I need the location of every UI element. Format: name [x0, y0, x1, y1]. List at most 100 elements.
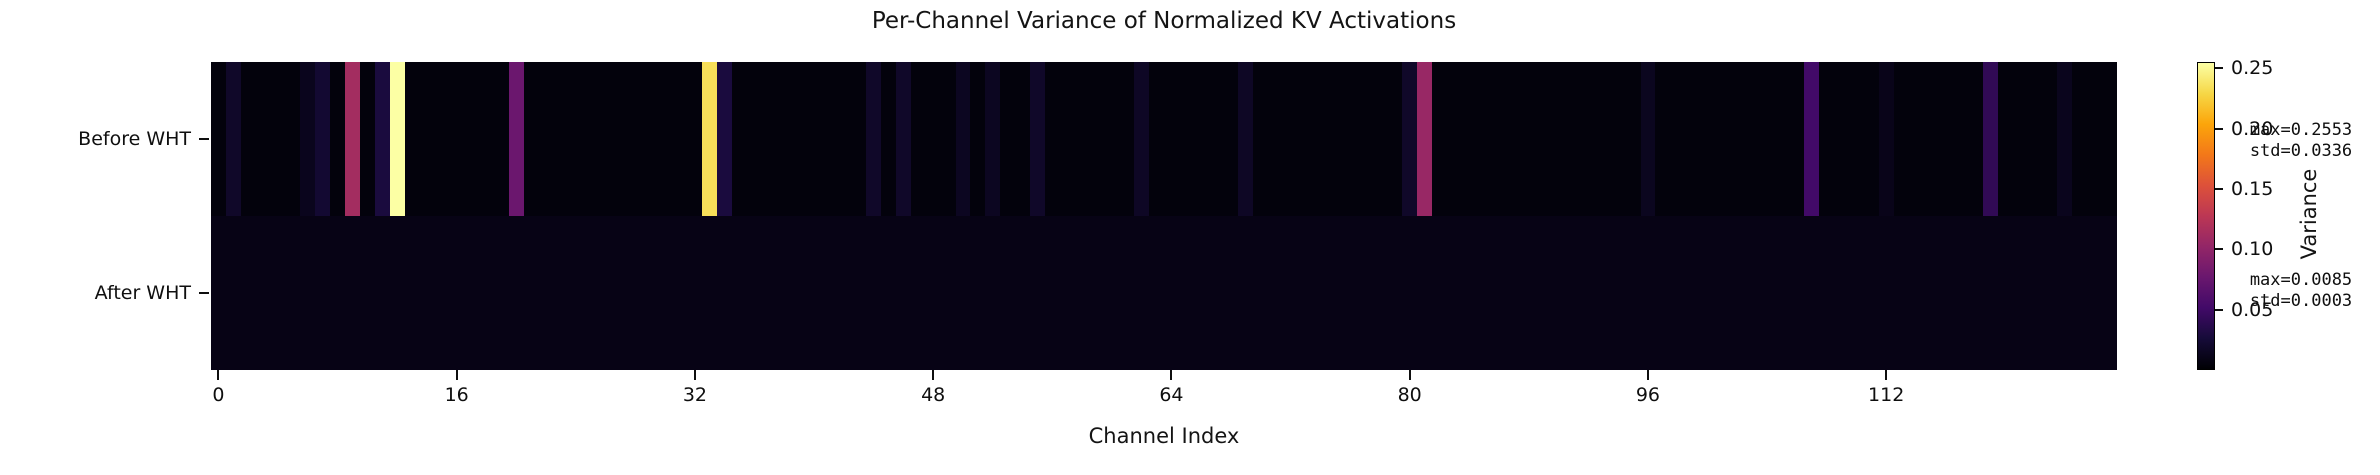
- x-tick-mark: [1408, 370, 1411, 380]
- x-tick-mark: [217, 370, 220, 380]
- heatmap-cell: [1834, 62, 1849, 216]
- heatmap-cell: [1089, 62, 1105, 216]
- colorbar-label: Variance: [2297, 168, 2321, 260]
- colorbar-tick-label: 0.20: [2231, 117, 2274, 140]
- heatmap-cell: [1491, 62, 1507, 216]
- heatmap-cell: [761, 62, 777, 216]
- heatmap-cell: [583, 216, 599, 370]
- heatmap-cell: [1655, 216, 1671, 370]
- heatmap-cell: [627, 216, 643, 370]
- row-stats-annotation: max=0.2553 std=0.0336: [2249, 120, 2353, 161]
- heatmap-cell: [1208, 216, 1224, 370]
- heatmap-cell: [479, 216, 494, 370]
- heatmap-cell: [985, 216, 1001, 370]
- heatmap-cell: [1536, 62, 1552, 216]
- heatmap-cell: [2087, 62, 2103, 216]
- heatmap-cell: [345, 216, 360, 370]
- heatmap-cell: [1953, 216, 1969, 370]
- heatmap-cell: [1968, 216, 1983, 370]
- heatmap-cell: [1164, 62, 1179, 216]
- heatmap-cell: [1461, 216, 1477, 370]
- colorbar-tick-mark: [2215, 248, 2223, 251]
- heatmap-cell: [1387, 62, 1403, 216]
- heatmap-cell: [523, 62, 539, 216]
- heatmap-cell: [1000, 216, 1016, 370]
- y-tick-label: After WHT: [94, 282, 191, 304]
- heatmap-cell: [464, 216, 480, 370]
- heatmap-cell: [568, 62, 584, 216]
- heatmap-cell: [1953, 62, 1969, 216]
- heatmap-cell: [1268, 216, 1284, 370]
- heatmap-cell: [1908, 62, 1924, 216]
- heatmap-cell: [464, 62, 480, 216]
- heatmap-cell: [359, 62, 375, 216]
- heatmap-cell: [836, 216, 852, 370]
- heatmap-cell: [449, 216, 465, 370]
- heatmap-cell: [1461, 62, 1477, 216]
- colorbar-tick-label: 0.25: [2231, 57, 2274, 80]
- heatmap-cell: [1312, 216, 1328, 370]
- heatmap-cell: [1863, 62, 1879, 216]
- heatmap-cell: [240, 62, 256, 216]
- heatmap-cell: [613, 216, 628, 370]
- heatmap-cell: [866, 216, 882, 370]
- heatmap-cell: [1968, 62, 1983, 216]
- heatmap-cell: [657, 62, 673, 216]
- heatmap-cell: [1848, 62, 1864, 216]
- heatmap-cell: [1580, 216, 1596, 370]
- heatmap-cell: [1744, 62, 1760, 216]
- colorbar-tick-mark: [2215, 188, 2223, 191]
- heatmap-cell: [1178, 216, 1194, 370]
- heatmap-cell: [910, 216, 926, 370]
- heatmap-cell: [1521, 216, 1537, 370]
- heatmap-cell: [419, 62, 435, 216]
- heatmap-cell: [2012, 62, 2028, 216]
- heatmap-cell: [851, 62, 867, 216]
- heatmap-cell: [1178, 62, 1194, 216]
- heatmap-cell: [1923, 62, 1939, 216]
- heatmap-cell: [2102, 216, 2117, 370]
- heatmap-cell: [702, 216, 718, 370]
- heatmap-cell: [315, 62, 331, 216]
- heatmap-cell: [1327, 216, 1343, 370]
- heatmap-cell: [315, 216, 331, 370]
- heatmap-cell: [1923, 216, 1939, 370]
- heatmap-cell: [1059, 62, 1075, 216]
- heatmap-cell: [1670, 62, 1686, 216]
- heatmap-row-before-wht: [211, 62, 2117, 216]
- heatmap-cell: [1372, 62, 1388, 216]
- heatmap-cell: [285, 216, 301, 370]
- heatmap-cell: [642, 62, 658, 216]
- heatmap-cell: [1938, 62, 1954, 216]
- heatmap-cell: [1536, 216, 1552, 370]
- heatmap-cell: [1193, 62, 1209, 216]
- heatmap-cell: [434, 216, 450, 370]
- heatmap-cell: [776, 62, 792, 216]
- heatmap-cell: [1551, 62, 1567, 216]
- heatmap-cell: [836, 62, 852, 216]
- heatmap-cell: [1298, 216, 1313, 370]
- heatmap-cell: [389, 216, 405, 370]
- heatmap-cell: [1670, 216, 1686, 370]
- heatmap-cell: [1044, 216, 1060, 370]
- x-tick-label: 64: [1159, 384, 1184, 406]
- heatmap-cell: [985, 62, 1001, 216]
- heatmap-cell: [1298, 62, 1313, 216]
- heatmap-cell: [1432, 216, 1447, 370]
- heatmap-cell: [1506, 62, 1522, 216]
- heatmap-cell: [1015, 62, 1030, 216]
- heatmap-cell: [672, 216, 688, 370]
- heatmap-cell: [627, 62, 643, 216]
- heatmap-cell: [1029, 216, 1045, 370]
- heatmap-cell: [687, 62, 703, 216]
- heatmap-cell: [598, 62, 614, 216]
- heatmap-cell: [1476, 216, 1492, 370]
- heatmap-cell: [225, 62, 241, 216]
- heatmap-cell: [1417, 62, 1433, 216]
- heatmap-cell: [1253, 216, 1269, 370]
- heatmap-cell: [211, 62, 226, 216]
- heatmap-cell: [866, 62, 882, 216]
- heatmap-cell: [687, 216, 703, 370]
- heatmap-cell: [404, 216, 420, 370]
- heatmap: [211, 62, 2117, 370]
